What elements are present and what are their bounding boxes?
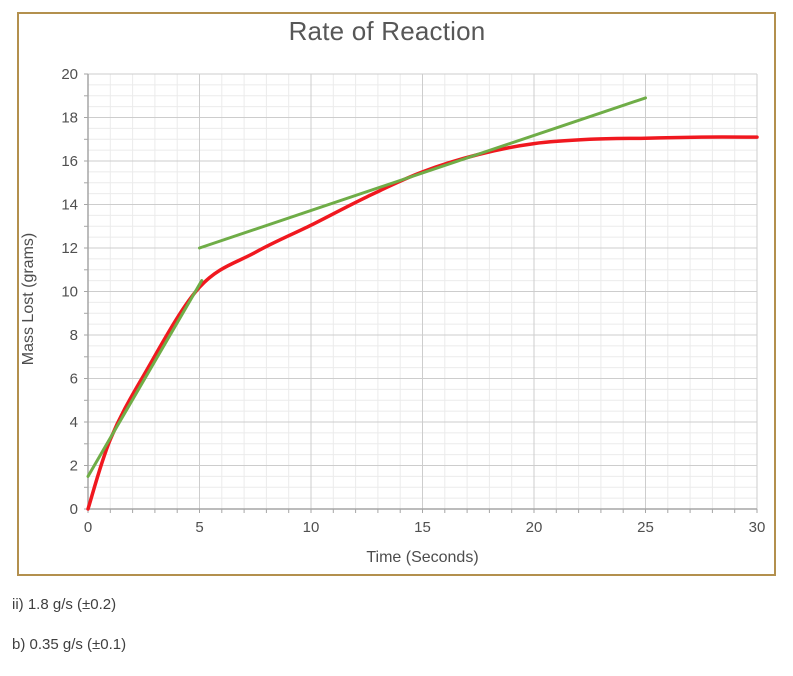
reaction-curve-line [86, 135, 759, 511]
x-tick-label: 5 [195, 519, 203, 536]
x-tick-label: 25 [637, 519, 654, 536]
x-tick-label: 30 [749, 519, 766, 536]
y-tick-label: 0 [70, 501, 78, 518]
y-axis-title: Mass Lost (grams) [20, 232, 37, 366]
y-tick-label: 6 [70, 371, 78, 388]
y-tick-label: 8 [70, 327, 78, 344]
y-tick-label: 10 [61, 284, 78, 301]
x-tick-label: 20 [526, 519, 543, 536]
y-tick-label: 2 [70, 458, 78, 475]
y-tick-label: 20 [61, 66, 78, 83]
x-tick-label: 10 [303, 519, 320, 536]
chart-frame [17, 12, 776, 576]
answer-line-1: ii) 1.8 g/s (±0.2) [12, 596, 117, 613]
tangent-late-line [198, 96, 647, 250]
tangent-initial-line [86, 279, 204, 478]
x-axis-title: Time (Seconds) [366, 549, 479, 566]
answer-line-2: b) 0.35 g/s (±0.1) [12, 636, 127, 653]
answer-annotations: ii) 1.8 g/s (±0.2) b) 0.35 g/s (±0.1) [12, 596, 772, 676]
x-tick-label: 15 [414, 519, 431, 536]
chart-title: Rate of Reaction [288, 16, 486, 46]
x-tick-label: 0 [84, 519, 92, 536]
y-tick-label: 12 [61, 240, 78, 257]
y-tick-label: 14 [61, 197, 78, 214]
y-tick-label: 16 [61, 153, 78, 170]
y-tick-label: 18 [61, 110, 78, 127]
y-tick-label: 4 [70, 414, 78, 431]
